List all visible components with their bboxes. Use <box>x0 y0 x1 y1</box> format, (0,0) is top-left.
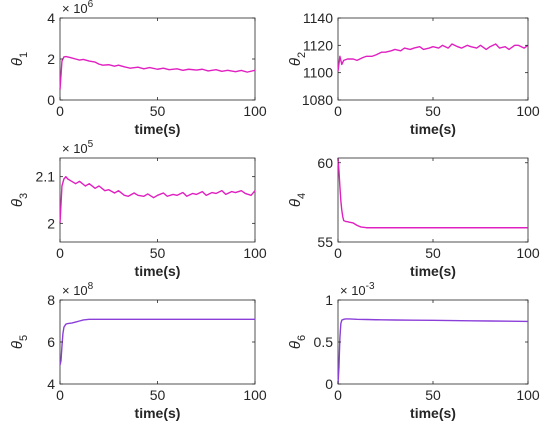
subplot-4: 0 50 100 55 60 time(s) θ4 <box>287 155 540 279</box>
y-tick-label: 6 <box>47 334 55 350</box>
x-tick-label: 50 <box>425 245 441 261</box>
axes-frame <box>59 299 256 385</box>
exponent-label: × 106 <box>62 0 94 16</box>
y-tick-label: 2 <box>47 51 55 67</box>
y-axis-label: θ5 <box>9 335 30 349</box>
x-tick-label: 50 <box>150 245 166 261</box>
x-tick-label: 0 <box>56 387 64 403</box>
x-axis-label: time(s) <box>410 263 456 279</box>
x-tick-label: 100 <box>243 245 267 261</box>
x-tick-label: 50 <box>425 387 441 403</box>
x-tick-label: 100 <box>516 387 540 403</box>
y-tick-label: 55 <box>317 234 333 250</box>
y-label-symbol: θ <box>287 199 304 207</box>
exponent-base: × 10 <box>340 283 366 298</box>
y-label-subscript: 3 <box>18 193 30 199</box>
subplot-1: 0 50 100 0 2 4 time(s) θ1 × 106 <box>9 0 267 137</box>
y-axis-label: θ3 <box>9 193 30 207</box>
series-line <box>337 157 528 229</box>
x-tick-label: 0 <box>334 245 342 261</box>
subplot-6: 0 50 100 0 0.5 1 time(s) θ6 × 10-3 <box>287 281 540 421</box>
x-tick-label: 50 <box>425 103 441 119</box>
series-line <box>59 318 255 366</box>
y-tick-label: 0 <box>47 92 55 108</box>
y-tick-label: 60 <box>317 155 333 171</box>
y-label-subscript: 6 <box>296 335 308 341</box>
subplot-3: 0 50 100 2 2.1 time(s) θ3 × 105 <box>9 139 267 279</box>
x-tick-label: 0 <box>56 245 64 261</box>
y-label-subscript: 5 <box>18 335 30 341</box>
y-tick-label: 8 <box>47 292 55 308</box>
y-tick-label: 0.5 <box>314 334 334 350</box>
x-tick-label: 0 <box>56 103 64 119</box>
axes-frame <box>59 157 256 243</box>
series-line <box>337 43 529 72</box>
x-tick-label: 50 <box>150 387 166 403</box>
y-axis-label: θ6 <box>287 335 308 349</box>
axes-frame <box>337 157 529 243</box>
x-axis-label: time(s) <box>135 405 181 421</box>
series-line <box>59 55 256 90</box>
exponent-label: × 10-3 <box>340 281 375 298</box>
exponent-power: 8 <box>88 281 94 292</box>
x-tick-label: 100 <box>516 103 540 119</box>
y-axis-label: θ4 <box>287 193 308 207</box>
x-tick-label: 100 <box>516 245 540 261</box>
y-tick-label: 1140 <box>303 10 333 26</box>
y-axis-label: θ2 <box>287 52 308 66</box>
x-axis-label: time(s) <box>135 263 181 279</box>
exponent-power: 6 <box>88 0 94 10</box>
y-label-symbol: θ <box>9 341 26 349</box>
exponent-label: × 108 <box>62 281 94 298</box>
y-tick-label: 2 <box>47 215 55 231</box>
y-label-symbol: θ <box>287 341 304 349</box>
subplot-2: 0 50 100 1080 1100 1120 1140 time(s) θ2 <box>287 10 540 137</box>
x-axis-label: time(s) <box>410 405 456 421</box>
axes-frame <box>337 17 529 101</box>
x-tick-label: 0 <box>334 387 342 403</box>
y-axis-label: θ1 <box>9 52 30 66</box>
y-tick-label: 2.1 <box>36 169 56 185</box>
y-tick-label: 1120 <box>303 37 333 53</box>
x-tick-label: 100 <box>243 103 267 119</box>
x-tick-label: 100 <box>243 387 267 403</box>
exponent-power: 5 <box>88 139 94 150</box>
y-label-symbol: θ <box>9 199 26 207</box>
exponent-base: × 10 <box>62 283 88 298</box>
y-tick-label: 1080 <box>302 92 333 108</box>
x-tick-label: 0 <box>334 103 342 119</box>
x-tick-label: 50 <box>150 103 166 119</box>
exponent-base: × 10 <box>62 1 88 16</box>
x-axis-label: time(s) <box>135 121 181 137</box>
y-label-subscript: 1 <box>18 52 30 58</box>
y-label-subscript: 2 <box>296 52 308 58</box>
axes-frame <box>59 17 256 101</box>
y-tick-label: 0 <box>325 376 333 392</box>
y-label-symbol: θ <box>287 58 304 66</box>
y-tick-label: 1100 <box>303 65 333 81</box>
axes-frame <box>337 299 529 385</box>
x-axis-label: time(s) <box>410 121 456 137</box>
exponent-base: × 10 <box>62 141 88 156</box>
series-line <box>59 175 256 224</box>
exponent-label: × 105 <box>62 139 94 156</box>
y-tick-label: 4 <box>47 376 55 392</box>
y-tick-label: 4 <box>47 10 55 26</box>
y-label-subscript: 4 <box>296 193 308 199</box>
y-label-symbol: θ <box>9 58 26 66</box>
exponent-power: -3 <box>366 281 375 292</box>
y-tick-label: 1 <box>325 292 333 308</box>
series-line <box>337 318 529 385</box>
